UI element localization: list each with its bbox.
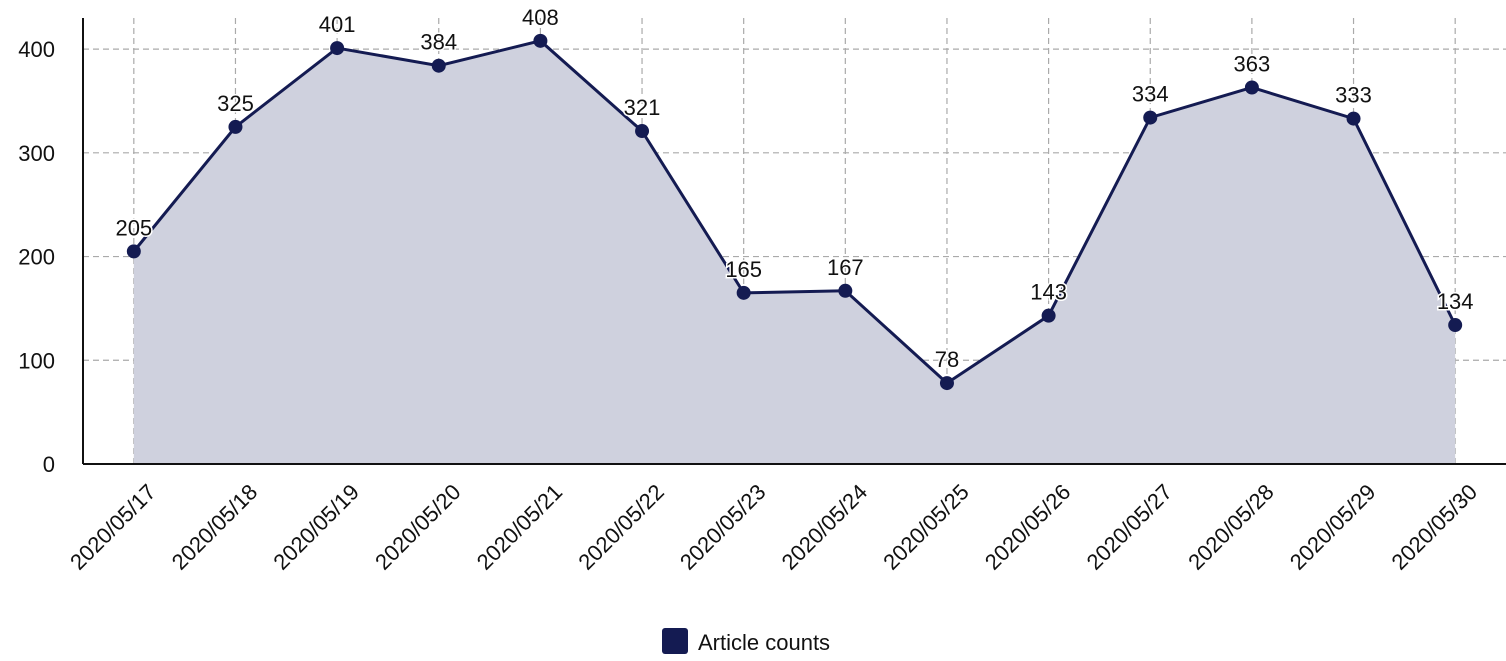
- x-tick-label: 2020/05/25: [878, 479, 974, 575]
- x-tick-label: 2020/05/28: [1183, 479, 1279, 575]
- x-tick-label: 2020/05/29: [1285, 479, 1381, 575]
- data-label: 384: [420, 30, 457, 55]
- data-label: 205: [115, 215, 152, 240]
- data-label: 167: [827, 255, 864, 280]
- line: [132, 39, 1457, 385]
- data-label: 401: [319, 12, 356, 37]
- point: [838, 283, 853, 298]
- point: [939, 376, 954, 391]
- point: [1143, 110, 1158, 125]
- x-tick-label: 2020/05/21: [472, 479, 568, 575]
- legend-label: Article counts: [698, 630, 830, 655]
- point: [635, 124, 650, 139]
- point: [126, 244, 141, 259]
- area: [133, 40, 1456, 464]
- data-label: 408: [522, 5, 559, 30]
- point: [1041, 308, 1056, 323]
- point: [1346, 111, 1361, 126]
- x-tick-label: 2020/05/27: [1082, 479, 1178, 575]
- data-label: 363: [1234, 51, 1271, 76]
- point: [1448, 318, 1463, 333]
- x-tick-label: 2020/05/18: [167, 479, 263, 575]
- x-tick-label: 2020/05/17: [65, 479, 161, 575]
- point: [228, 119, 243, 134]
- x-tick-label: 2020/05/22: [573, 479, 669, 575]
- data-label: 333: [1335, 83, 1372, 108]
- y-tick-label: 300: [18, 141, 55, 166]
- point: [330, 41, 345, 56]
- legend-swatch: [662, 628, 688, 654]
- data-label: 165: [725, 257, 762, 282]
- data-label: 134: [1437, 289, 1474, 314]
- x-tick-label: 2020/05/19: [268, 479, 364, 575]
- y-tick-label: 200: [18, 245, 55, 270]
- data-label: 78: [935, 347, 959, 372]
- data-label: 325: [217, 91, 254, 116]
- y-tick-label: 100: [18, 348, 55, 373]
- y-tick-label: 400: [18, 37, 55, 62]
- data-label: 321: [624, 95, 661, 120]
- x-tick-label: 2020/05/24: [777, 479, 873, 575]
- x-tick-label: 2020/05/20: [370, 479, 466, 575]
- point: [1244, 80, 1259, 95]
- x-tick-label: 2020/05/23: [675, 479, 771, 575]
- data-label: 334: [1132, 82, 1169, 107]
- data-label: 143: [1030, 280, 1067, 305]
- y-tick-label: 0: [43, 452, 55, 477]
- point: [533, 33, 548, 48]
- x-tick-label: 2020/05/26: [980, 479, 1076, 575]
- point: [736, 285, 751, 300]
- point: [431, 58, 446, 73]
- x-tick-label: 2020/05/30: [1386, 479, 1482, 575]
